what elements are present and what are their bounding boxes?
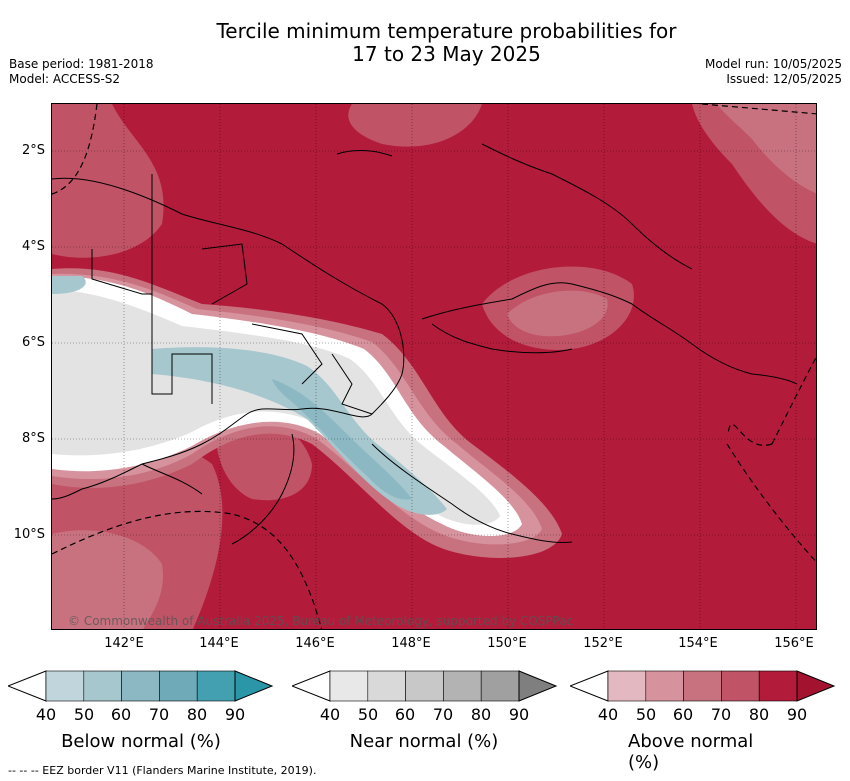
meta-left: Base period: 1981-2018 Model: ACCESS-S2 [9, 57, 154, 87]
tick-label: 40 [319, 705, 341, 724]
colorbar-cell [683, 670, 722, 702]
colorbar-cell [159, 670, 198, 702]
lon-label-146e: 146°E [295, 636, 335, 651]
legend-title-near: Near normal (%) [349, 731, 499, 752]
lon-label-144e: 144°E [199, 636, 239, 651]
tick-label: 80 [470, 705, 492, 724]
lon-label-154e: 154°E [678, 636, 718, 651]
colorbar-above [570, 670, 836, 702]
legend-title-below: Below normal (%) [61, 731, 221, 752]
tick-label: 60 [110, 705, 132, 724]
tick-label: 40 [35, 705, 57, 724]
colorbar-cell [329, 670, 369, 702]
below-normal-core [272, 379, 412, 500]
legend-near-normal [292, 670, 558, 702]
tick-label: 70 [710, 705, 732, 724]
lat-label-2s: 2°S [21, 143, 45, 158]
tick-label: 90 [786, 705, 808, 724]
colorbar-cell [121, 670, 160, 702]
below-normal-region [52, 276, 86, 294]
legend-below-normal [8, 670, 274, 702]
colorbar-cell [645, 670, 684, 702]
contour-patch [52, 530, 163, 629]
tick-label: 60 [672, 705, 694, 724]
meta-right: Model run: 10/05/2025 Issued: 12/05/2025 [705, 57, 842, 87]
lon-label-148e: 148°E [391, 636, 431, 651]
lon-label-142e: 142°E [104, 636, 144, 651]
eez-note: -- -- -- EEZ border V11 (Flanders Marine… [8, 764, 317, 777]
contour-patch [717, 104, 816, 194]
graticule [52, 104, 816, 629]
model-name: Model: ACCESS-S2 [9, 72, 121, 86]
title-line-2: 17 to 23 May 2025 [352, 42, 541, 66]
tick-label: 60 [394, 705, 416, 724]
contour-patch [52, 104, 164, 258]
base-period: Base period: 1981-2018 [9, 57, 154, 71]
legend-above-normal [570, 670, 836, 702]
tick-label: 50 [73, 705, 95, 724]
colorbar-cell [83, 670, 122, 702]
tick-label: 90 [508, 705, 530, 724]
lat-label-4s: 4°S [21, 239, 45, 254]
colorbar-cell [45, 670, 85, 702]
lat-label-8s: 8°S [21, 431, 45, 446]
colorbar-cell [758, 670, 798, 702]
lon-label-152e: 152°E [583, 636, 623, 651]
colorbar-cell [443, 670, 482, 702]
title-line-1: Tercile minimum temperature probabilitie… [216, 19, 677, 43]
map-canvas [52, 104, 816, 629]
copyright-notice: © Commonwealth of Australia 2025, Bureau… [68, 614, 574, 628]
chart-title: Tercile minimum temperature probabilitie… [0, 20, 850, 66]
tick-label: 50 [357, 705, 379, 724]
contour-patch [507, 290, 608, 337]
tick-label: 50 [635, 705, 657, 724]
model-run: Model run: 10/05/2025 [704, 57, 842, 71]
tick-label: 40 [597, 705, 619, 724]
colorbar-cell [196, 670, 236, 702]
colorbar-cell [367, 670, 406, 702]
lat-label-10s: 10°S [13, 527, 45, 542]
tick-label: 70 [148, 705, 170, 724]
eez-border [52, 104, 816, 629]
tick-label: 80 [186, 705, 208, 724]
lat-label-6s: 6°S [21, 335, 45, 350]
colorbar-cell [607, 670, 647, 702]
lon-label-150e: 150°E [487, 636, 527, 651]
colorbar-cell [721, 670, 760, 702]
contour-patch [348, 104, 482, 147]
boundaries [91, 174, 373, 415]
tick-label: 80 [748, 705, 770, 724]
tick-label: 70 [432, 705, 454, 724]
probability-map [51, 103, 817, 630]
colorbar-cell [480, 670, 520, 702]
colorbar-near [292, 670, 558, 702]
colorbar-cell [405, 670, 444, 702]
legend-title-above: Above normal (%) [628, 731, 754, 773]
colorbar-below [8, 670, 274, 702]
lon-label-156e: 156°E [774, 636, 814, 651]
tick-label: 90 [224, 705, 246, 724]
issued-date: Issued: 12/05/2025 [726, 72, 842, 86]
